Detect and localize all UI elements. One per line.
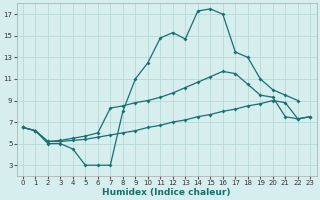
X-axis label: Humidex (Indice chaleur): Humidex (Indice chaleur) <box>102 188 231 197</box>
